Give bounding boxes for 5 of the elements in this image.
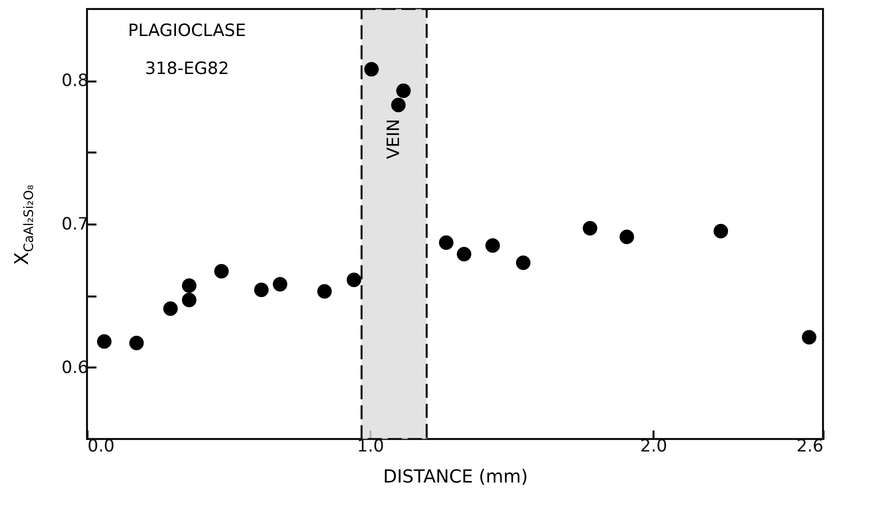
x-axis-title: DISTANCE (mm) [383,466,528,488]
annotation: PLAGIOCLASE [128,21,246,41]
y-tick-label: 0.7 [61,214,88,234]
band-label: VEIN [384,118,404,160]
annotation: 318-EG82 [144,59,230,79]
